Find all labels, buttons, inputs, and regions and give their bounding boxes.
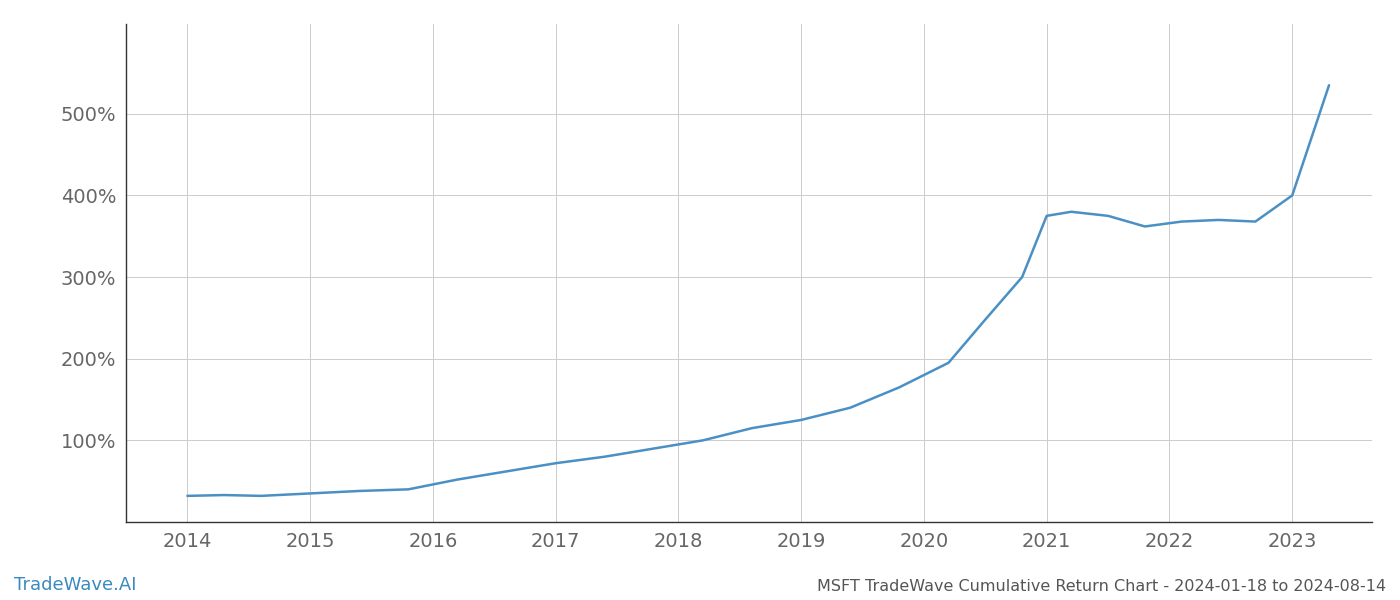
Text: TradeWave.AI: TradeWave.AI <box>14 576 137 594</box>
Text: MSFT TradeWave Cumulative Return Chart - 2024-01-18 to 2024-08-14: MSFT TradeWave Cumulative Return Chart -… <box>816 579 1386 594</box>
